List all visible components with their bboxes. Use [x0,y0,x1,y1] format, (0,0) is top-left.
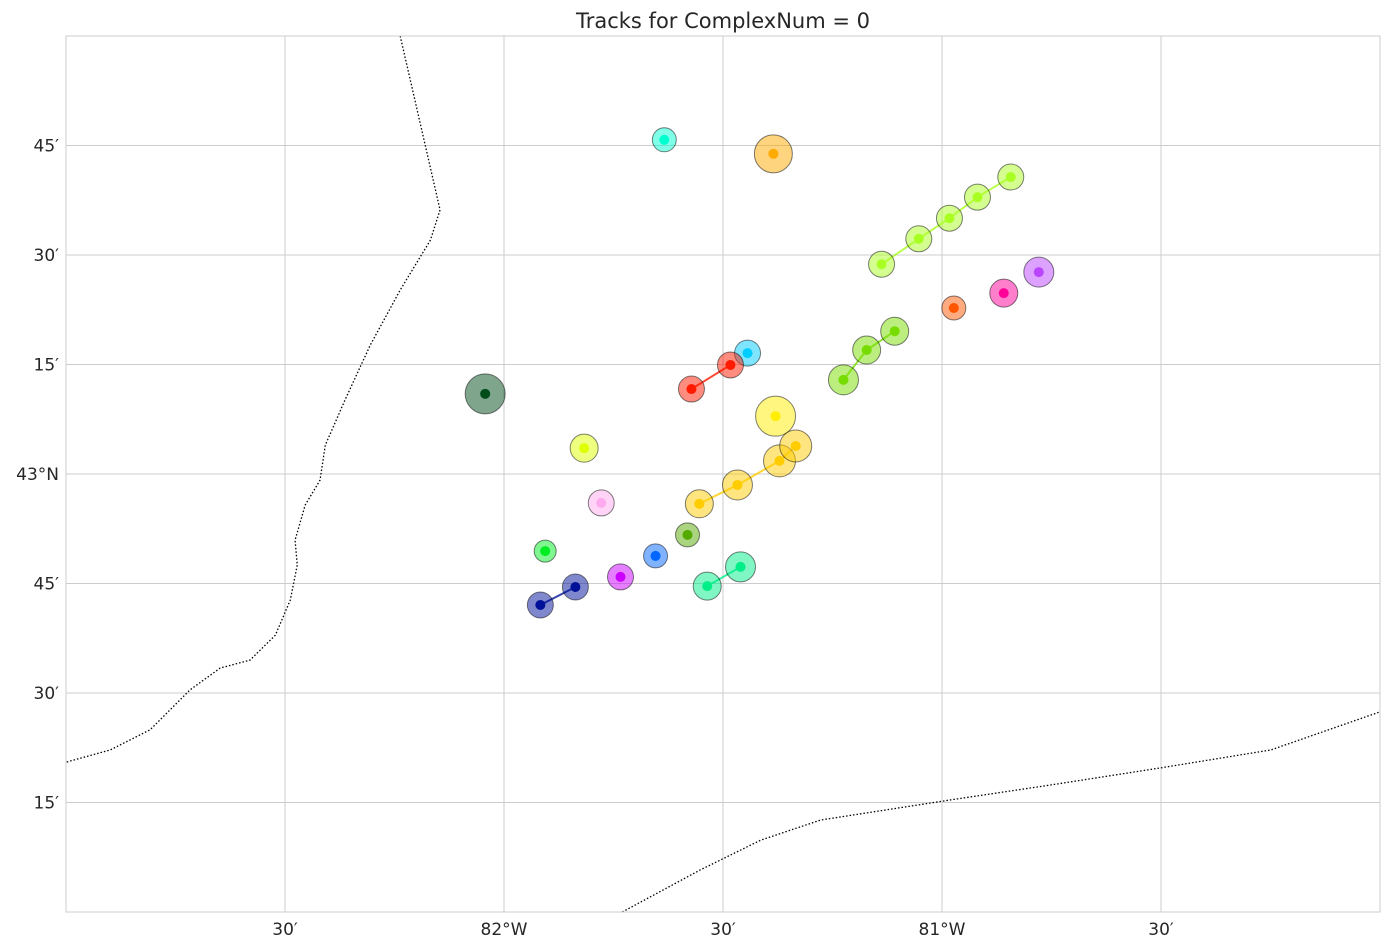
track-point [876,259,887,270]
track [675,522,701,548]
track [868,163,1025,278]
track-point [732,479,743,490]
track-point [702,581,713,592]
track [989,278,1019,308]
track-point [682,529,693,540]
track-point [615,571,626,582]
track [753,134,793,174]
x-tick-label: 30′ [710,920,736,940]
track-point [972,192,983,203]
track-point [480,388,491,399]
track [533,539,557,563]
x-tick-label: 30′ [272,920,298,940]
y-tick-label: 45′ [34,575,60,595]
track-point [1005,172,1016,183]
track [464,373,506,415]
track [941,295,967,321]
x-tick-labels: 30′ 82°W 30′ 81°W 30′ [272,920,1174,940]
track-point [596,497,607,508]
track-point [790,440,801,451]
track [526,573,589,619]
coastlines [65,35,1381,913]
track-point [770,411,781,422]
track-point [768,148,779,159]
track-point [774,455,785,466]
x-tick-label: 30′ [1148,920,1174,940]
track-point [540,546,551,557]
track [1023,256,1055,288]
y-tick-label: 15′ [34,794,60,814]
track-point [650,550,661,561]
track-point [889,326,900,337]
track-point [686,384,697,395]
chart-title: Tracks for ComplexNum = 0 [575,9,870,33]
track [692,551,757,601]
track-point [944,213,955,224]
tracks [464,127,1055,619]
track-point [535,599,546,610]
track [651,127,677,153]
track-point [913,233,924,244]
track [684,429,813,519]
track [607,563,635,591]
x-tick-label: 81°W [919,920,966,940]
y-tick-label: 30′ [34,246,60,266]
track-point [659,134,670,145]
track-point [742,348,753,359]
track-point [725,359,736,370]
plot-frame [65,35,1381,913]
y-tick-label: 45′ [34,137,60,157]
y-tick-labels: 45′ 30′ 15′ 43°N 45′ 30′ 15′ [16,137,59,814]
coastline [65,35,441,763]
track-point [694,498,705,509]
track-point [1033,267,1044,278]
track [677,351,744,403]
y-tick-label: 43°N [16,465,59,485]
track [755,395,797,437]
track-point [861,345,872,356]
track-point [838,374,849,385]
y-tick-label: 30′ [34,684,60,704]
track-point [735,561,746,572]
track [569,433,599,463]
track-point [570,582,581,593]
track-point [948,302,959,313]
coastline [621,711,1381,913]
track [587,489,615,517]
track-point [998,288,1009,299]
gridlines [66,36,1380,912]
y-tick-label: 15′ [34,356,60,376]
track [643,543,669,569]
x-tick-label: 82°W [481,920,528,940]
track [827,316,910,396]
track-point [579,443,590,454]
